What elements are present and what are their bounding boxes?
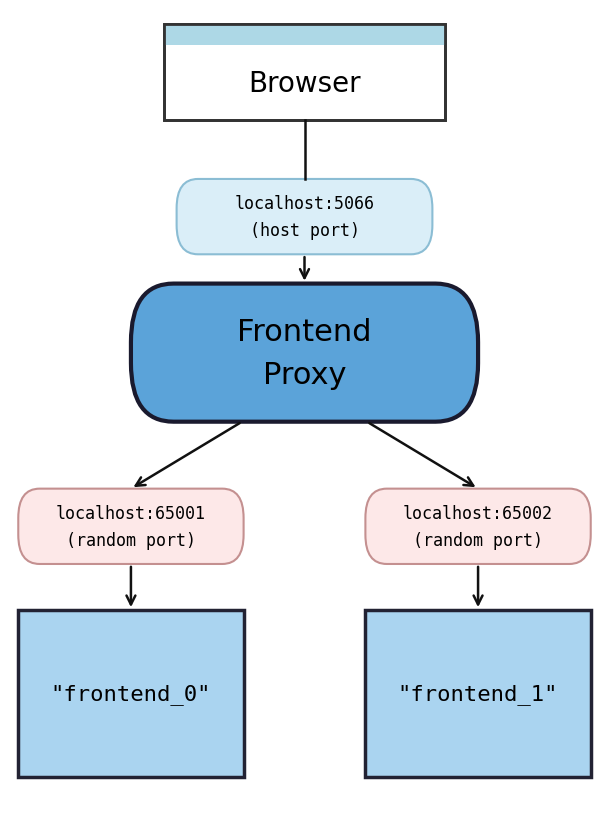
FancyBboxPatch shape: [177, 180, 432, 255]
Text: Frontend
Proxy: Frontend Proxy: [238, 318, 371, 389]
Text: localhost:5066
(host port): localhost:5066 (host port): [234, 195, 375, 240]
Bar: [18, 610, 244, 777]
Bar: [164, 25, 445, 121]
Text: localhost:65002
(random port): localhost:65002 (random port): [403, 504, 553, 549]
Text: Browser: Browser: [248, 69, 361, 98]
Text: localhost:65001
(random port): localhost:65001 (random port): [56, 504, 206, 549]
Text: "frontend_0": "frontend_0": [51, 683, 211, 705]
FancyBboxPatch shape: [18, 489, 244, 564]
FancyBboxPatch shape: [131, 284, 478, 422]
Bar: [164, 25, 445, 46]
Bar: [164, 25, 445, 121]
FancyBboxPatch shape: [365, 489, 591, 564]
Text: "frontend_1": "frontend_1": [398, 683, 558, 705]
Bar: [365, 610, 591, 777]
